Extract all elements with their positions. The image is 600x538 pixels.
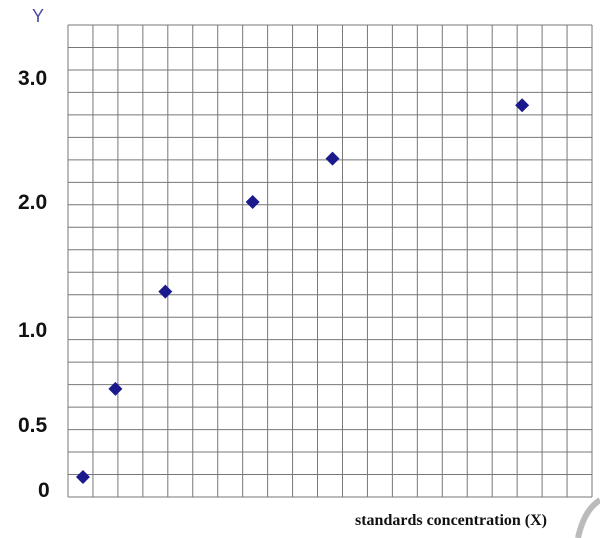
data-point [158, 284, 173, 299]
data-point [108, 381, 123, 396]
data-point [245, 195, 260, 209]
y-tick-label: 1.0 [18, 319, 47, 342]
y-tick-label: 0.5 [18, 414, 48, 437]
x-axis-title: standards concentration (X) [355, 512, 547, 529]
data-point [75, 470, 90, 484]
y-tick-labels: 3.0 2.0 1.0 0.5 0 [18, 67, 50, 502]
data-point [515, 98, 530, 113]
data-point [325, 151, 340, 166]
y-tick-label: 0 [38, 479, 50, 502]
y-tick-label: 3.0 [18, 67, 47, 90]
y-axis-title: Y [32, 6, 44, 26]
data-points [75, 98, 530, 484]
y-tick-label: 2.0 [18, 191, 47, 214]
grid [67, 24, 593, 498]
watermark-logo [575, 497, 600, 538]
